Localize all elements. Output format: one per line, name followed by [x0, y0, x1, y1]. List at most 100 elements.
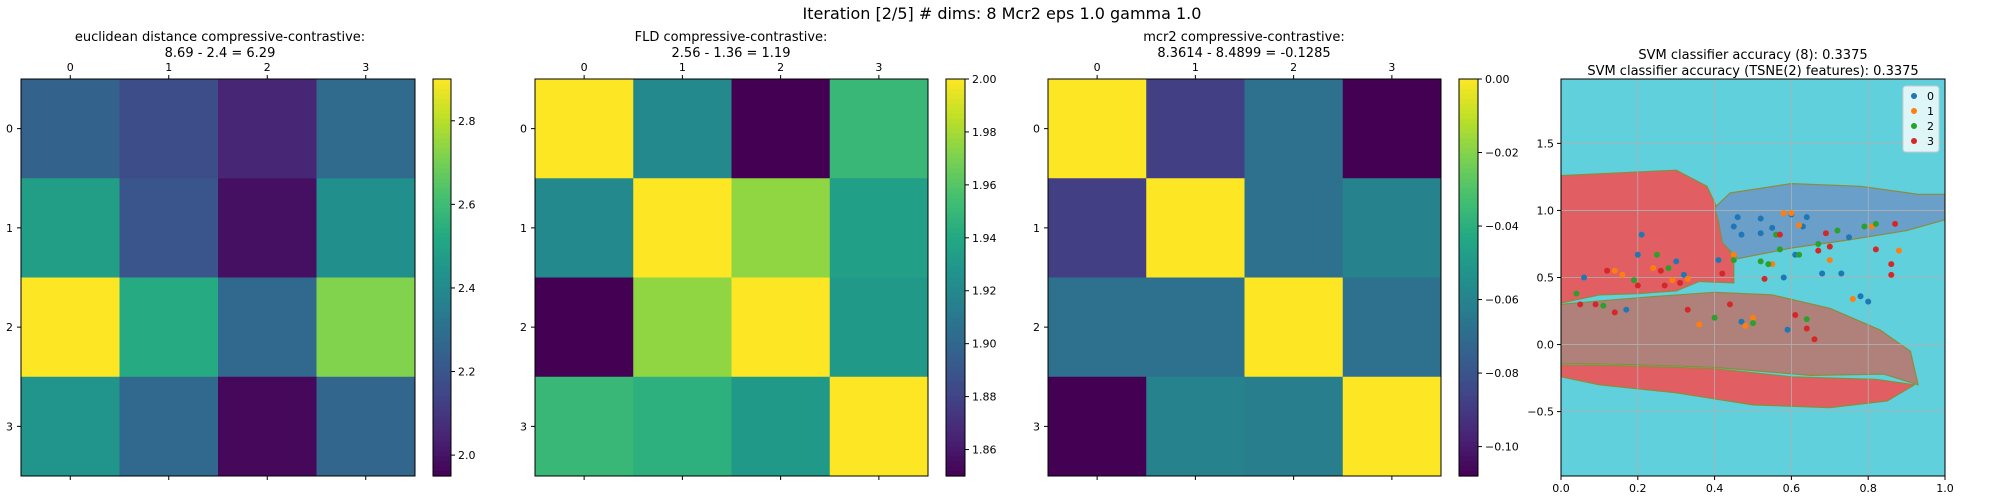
svm-point-class3-22 — [1892, 220, 1899, 227]
euclidean-colorbar-step-41 — [433, 282, 451, 289]
fld-colorbar-step-56 — [946, 356, 965, 363]
svm-point-class0-21 — [1857, 293, 1864, 300]
svm-point-class3-10 — [1726, 301, 1733, 308]
mcr2-colorbar-step-70 — [1459, 426, 1478, 432]
mcr2-cell-3-0 — [1048, 376, 1147, 477]
mcr2-colorbar-step-3 — [1459, 93, 1478, 100]
mcr2-colorbar-step-11 — [1459, 133, 1478, 140]
fld-colorbar-step-69 — [946, 421, 965, 427]
svm-point-class2-5 — [1711, 314, 1718, 321]
euclidean-cell-0-0 — [21, 79, 120, 179]
svm-point-class0-22 — [1865, 298, 1872, 305]
euclidean-colorbar-step-49 — [433, 322, 451, 328]
mcr2-colorbar-step-58 — [1459, 366, 1478, 373]
svm-point-class2-0 — [1573, 290, 1580, 297]
mcr2-ytick-label-1: 1 — [1033, 222, 1040, 235]
euclidean-colorbar-step-26 — [433, 208, 451, 214]
svm-region-0 — [1561, 169, 1735, 304]
svm-ytick-label-2: 0.5 — [1537, 272, 1555, 285]
fld-cell-1-3 — [829, 178, 929, 278]
mcr2-heatmap-subtitle: 8.3614 - 8.4899 = -0.1285 — [1157, 46, 1330, 61]
svm-point-class0-20 — [1846, 234, 1852, 241]
fld-colorbar-step-25 — [946, 203, 965, 209]
euclidean-colorbar-step-79 — [433, 471, 451, 477]
fld-colorbar-step-62 — [946, 386, 965, 393]
euclidean-colorbar-step-51 — [433, 332, 451, 338]
mcr2-colorbar-step-29 — [1459, 222, 1478, 229]
svm-point-class1-10 — [1780, 210, 1787, 217]
fld-colorbar-step-30 — [946, 227, 965, 234]
euclidean-colorbar-step-14 — [433, 148, 451, 155]
euclidean-colorbar-step-5 — [433, 103, 451, 110]
svm-point-class3-18 — [1826, 243, 1833, 250]
svm-point-class3-15 — [1811, 336, 1818, 343]
svm-point-class0-2 — [1634, 251, 1641, 258]
fld-xtick-label-1: 1 — [679, 61, 686, 74]
euclidean-cell-1-1 — [119, 178, 219, 278]
svm-point-class0-1 — [1623, 306, 1630, 313]
fld-colorbar-step-46 — [946, 307, 965, 313]
svm-point-class2-6 — [1730, 257, 1737, 264]
svm-point-class3-0 — [1577, 301, 1584, 308]
mcr2-colorbar-step-73 — [1459, 441, 1478, 447]
svm-point-class0-10 — [1757, 215, 1764, 222]
fld-colorbar-step-20 — [946, 178, 965, 184]
mcr2-colorbar-step-46 — [1459, 307, 1478, 313]
mcr2-ytick-label-3: 3 — [1033, 420, 1040, 433]
euclidean-colorbar-step-55 — [433, 351, 451, 358]
svm-xtick-label-4: 0.8 — [1859, 482, 1877, 495]
mcr2-colorbar-step-71 — [1459, 431, 1478, 437]
fld-cell-2-1 — [633, 277, 732, 378]
mcr2-colorbar-step-19 — [1459, 173, 1478, 179]
mcr2-colorbar-step-14 — [1459, 148, 1478, 155]
svm-plot-area — [1561, 79, 1945, 476]
mcr2-colorbar-step-13 — [1459, 143, 1478, 150]
euclidean-colorbar-step-38 — [433, 267, 451, 274]
mcr2-colorbar-step-25 — [1459, 203, 1478, 209]
euclidean-cell-2-1 — [119, 277, 219, 378]
mcr2-colorbar-label-5: −0.10 — [1485, 441, 1519, 454]
mcr2-colorbar-step-15 — [1459, 153, 1478, 159]
fld-colorbar-step-64 — [946, 396, 965, 403]
fld-colorbar-step-18 — [946, 168, 965, 174]
fld-colorbar-step-59 — [946, 371, 965, 378]
svm-ytick-label-1: 0.0 — [1537, 339, 1555, 352]
fld-cell-0-0 — [535, 79, 634, 179]
euclidean-cell-1-2 — [218, 178, 317, 278]
fld-colorbar-step-1 — [946, 83, 965, 90]
mcr2-colorbar-step-76 — [1459, 456, 1478, 462]
svm-point-class2-2 — [1630, 277, 1637, 284]
svm-legend-box — [1902, 85, 1940, 153]
svm-point-class3-4 — [1634, 282, 1641, 289]
mcr2-heatmap-title: mcr2 compressive-contrastive: — [1143, 30, 1344, 45]
svm-point-class0-7 — [1730, 223, 1737, 230]
fld-colorbar-step-38 — [946, 267, 965, 274]
euclidean-ytick-label-3: 3 — [6, 420, 13, 433]
euclidean-colorbar-step-76 — [433, 456, 451, 462]
fld-colorbar-step-9 — [946, 123, 965, 130]
fld-colorbar-label-7: 2.00 — [972, 73, 997, 86]
mcr2-colorbar-step-42 — [1459, 287, 1478, 293]
fld-ytick-label-3: 3 — [520, 420, 527, 433]
mcr2-colorbar-step-10 — [1459, 128, 1478, 135]
fld-heatmap-title: FLD compressive-contrastive: — [635, 30, 828, 45]
mcr2-colorbar-step-0 — [1459, 79, 1478, 85]
mcr2-colorbar-step-57 — [1459, 361, 1478, 368]
svm-point-class3-5 — [1657, 267, 1664, 274]
fld-colorbar-step-57 — [946, 361, 965, 368]
euclidean-colorbar-step-28 — [433, 217, 451, 224]
svm-scatter-title: SVM classifier accuracy (8): 0.3375 — [1638, 48, 1867, 63]
mcr2-colorbar-step-72 — [1459, 436, 1478, 442]
mcr2-colorbar-step-62 — [1459, 386, 1478, 393]
mcr2-cell-2-0 — [1048, 277, 1147, 378]
euclidean-colorbar-step-21 — [433, 183, 451, 189]
svm-legend-marker-1 — [1911, 108, 1917, 114]
fld-colorbar-step-60 — [946, 376, 965, 383]
svm-point-class3-17 — [1822, 230, 1829, 237]
mcr2-colorbar-step-4 — [1459, 98, 1478, 105]
euclidean-colorbar-step-30 — [433, 227, 451, 234]
fld-colorbar-step-15 — [946, 153, 965, 159]
euclidean-colorbar-step-39 — [433, 272, 451, 279]
fld-colorbar-step-74 — [946, 446, 965, 452]
fld-colorbar-step-32 — [946, 237, 965, 244]
